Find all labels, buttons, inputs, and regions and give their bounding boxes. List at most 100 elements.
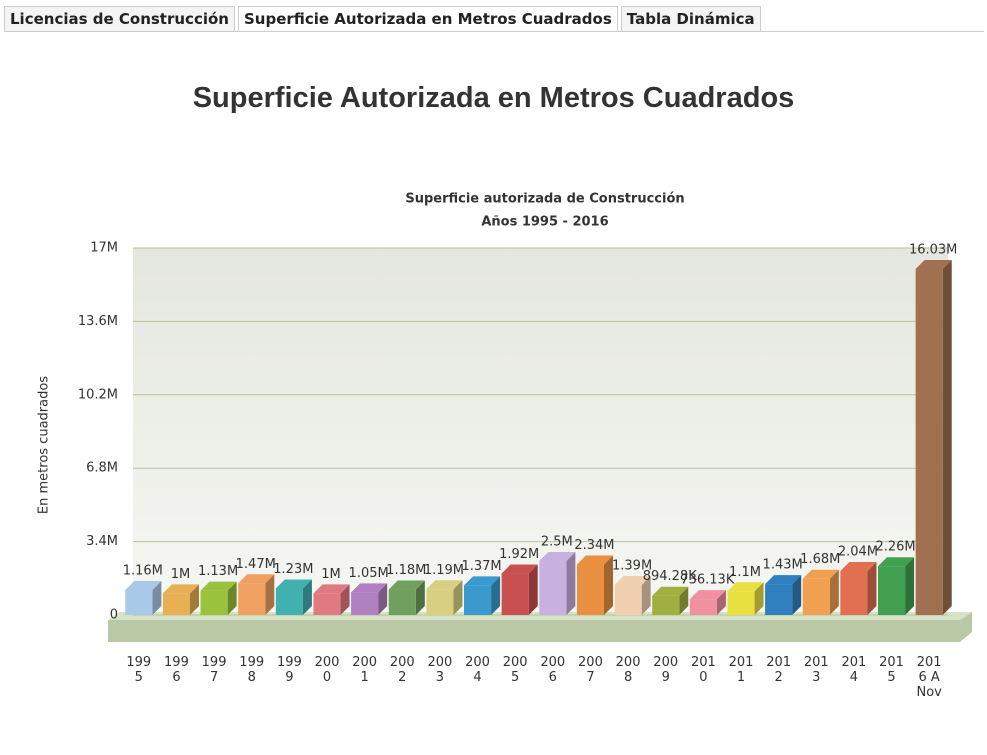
bar-side bbox=[829, 569, 839, 615]
value-label: 16.03M bbox=[909, 242, 957, 257]
bar-side bbox=[566, 552, 576, 615]
bar bbox=[727, 591, 755, 615]
value-label: 1.23M bbox=[273, 562, 313, 577]
bar bbox=[501, 573, 529, 615]
bar-side bbox=[227, 581, 237, 615]
x-tick-label: 2005 bbox=[502, 655, 528, 685]
bar-top bbox=[652, 586, 689, 596]
x-tick-label: 1997 bbox=[201, 655, 227, 685]
bar-top bbox=[689, 590, 726, 600]
value-label: 1.05M bbox=[349, 566, 389, 581]
bar-side bbox=[604, 555, 614, 615]
bar-side bbox=[528, 564, 538, 615]
bar bbox=[388, 589, 416, 615]
chart-title: Superficie autorizada de Construcción bbox=[405, 192, 684, 207]
bar bbox=[200, 590, 228, 615]
bar-top bbox=[765, 575, 802, 585]
y-tick-label: 13.6M bbox=[78, 314, 118, 329]
bar-side bbox=[190, 584, 200, 615]
bar-top bbox=[727, 582, 764, 592]
bar-side bbox=[792, 575, 802, 615]
value-label: 1.16M bbox=[123, 563, 163, 578]
y-tick-label: 0 bbox=[110, 608, 118, 623]
bar bbox=[313, 593, 341, 615]
bar bbox=[125, 589, 153, 615]
floor bbox=[108, 612, 972, 642]
bar bbox=[539, 561, 567, 615]
bar bbox=[162, 593, 191, 615]
bar-top bbox=[125, 580, 162, 590]
plot-area bbox=[133, 248, 948, 616]
bar-top bbox=[840, 561, 877, 571]
value-label: 1.68M bbox=[800, 552, 840, 567]
x-tick-label: 2016 A Nov bbox=[916, 655, 942, 700]
y-tick-label: 3.4M bbox=[86, 534, 118, 549]
bar bbox=[840, 570, 868, 615]
y-tick-label: 10.2M bbox=[78, 387, 118, 402]
bar-top bbox=[576, 555, 614, 565]
bar bbox=[426, 589, 454, 615]
value-label: 736.13K bbox=[680, 573, 734, 588]
bar-top bbox=[162, 584, 200, 594]
bar-top bbox=[501, 564, 538, 574]
value-label: 2.34M bbox=[574, 538, 614, 553]
value-label: 2.5M bbox=[541, 535, 573, 550]
x-tick-label: 2008 bbox=[615, 655, 641, 685]
x-tick-label: 2011 bbox=[728, 655, 754, 685]
tab[interactable]: Tabla Dinámica bbox=[620, 6, 761, 31]
tab-bar: Licencias de Construcción Superficie Aut… bbox=[4, 6, 984, 32]
x-tick-label: 2001 bbox=[352, 655, 378, 685]
bar bbox=[238, 583, 266, 615]
x-tick-label: 2003 bbox=[427, 655, 453, 685]
bar-side bbox=[679, 586, 689, 615]
x-tick-label: 2012 bbox=[766, 655, 792, 685]
bar-side bbox=[942, 259, 952, 615]
bar-side bbox=[415, 580, 425, 615]
bar bbox=[802, 578, 830, 615]
bar-top bbox=[802, 569, 839, 579]
bar-side bbox=[754, 582, 764, 615]
bar-side bbox=[867, 561, 877, 615]
bar-top bbox=[463, 576, 501, 586]
y-tick-label: 17M bbox=[90, 241, 118, 256]
bar bbox=[351, 592, 379, 615]
y-axis-label: En metros cuadrados bbox=[37, 376, 52, 514]
x-tick-label: 1998 bbox=[239, 655, 265, 685]
bar bbox=[877, 566, 906, 615]
bar-side bbox=[453, 580, 463, 615]
value-label: 2.04M bbox=[838, 544, 878, 559]
bar-top bbox=[313, 584, 350, 594]
x-tick-label: 2015 bbox=[879, 655, 904, 685]
x-tick-label: 2007 bbox=[578, 655, 603, 685]
tab[interactable]: Superficie Autorizada en Metros Cuadrado… bbox=[237, 6, 618, 31]
x-tick-label: 2002 bbox=[389, 655, 415, 685]
value-label: 1.47M bbox=[236, 557, 276, 572]
x-tick-label: 2010 bbox=[690, 655, 716, 685]
x-tick-label: 2013 bbox=[803, 655, 829, 685]
bar-side bbox=[491, 576, 501, 615]
bar-top bbox=[351, 583, 388, 593]
bar-side bbox=[378, 583, 388, 615]
value-label: 2.26M bbox=[875, 540, 915, 555]
bar bbox=[275, 588, 303, 615]
bar-side bbox=[340, 584, 350, 615]
bar-top bbox=[539, 552, 576, 562]
x-tick-label: 2004 bbox=[465, 655, 490, 685]
value-label: 1.37M bbox=[461, 559, 501, 574]
value-label: 1.39M bbox=[612, 558, 652, 573]
bar-top bbox=[200, 581, 237, 591]
bar bbox=[576, 564, 605, 615]
bar-side bbox=[905, 557, 915, 615]
tab[interactable]: Licencias de Construcción bbox=[4, 6, 235, 31]
bar bbox=[689, 599, 717, 615]
bar bbox=[765, 584, 793, 615]
bar bbox=[652, 595, 680, 615]
bar-top bbox=[426, 580, 463, 590]
value-label: 1.13M bbox=[198, 564, 238, 579]
x-tick-label: 1999 bbox=[276, 655, 302, 685]
value-label: 1M bbox=[171, 567, 191, 582]
value-label: 1.19M bbox=[424, 563, 464, 578]
bar bbox=[463, 585, 492, 615]
